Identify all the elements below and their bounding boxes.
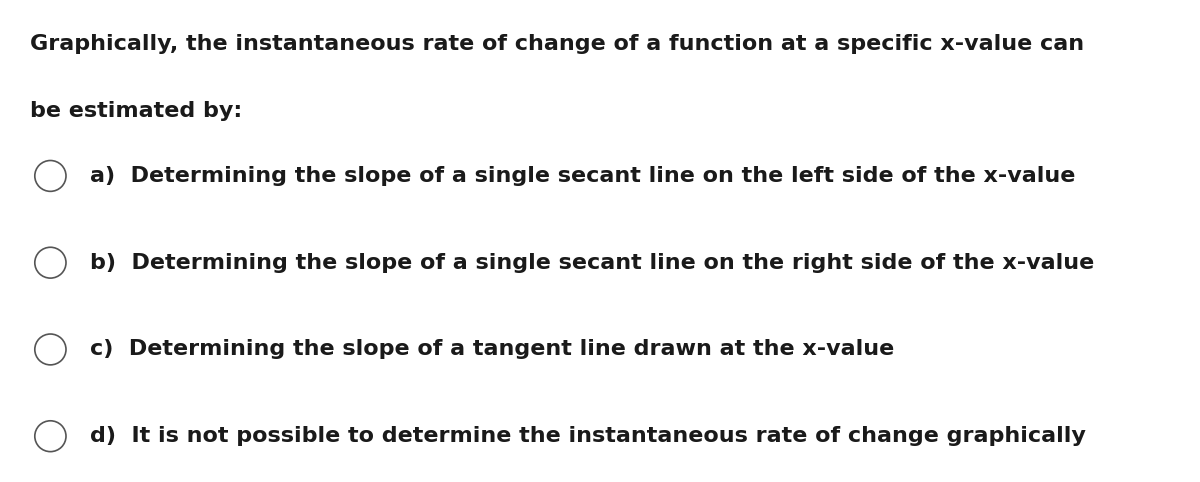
Text: Graphically, the instantaneous rate of change of a function at a specific x-valu: Graphically, the instantaneous rate of c… xyxy=(30,34,1084,54)
Text: d)  It is not possible to determine the instantaneous rate of change graphically: d) It is not possible to determine the i… xyxy=(90,426,1086,446)
Text: b)  Determining the slope of a single secant line on the right side of the x-val: b) Determining the slope of a single sec… xyxy=(90,253,1094,273)
Text: be estimated by:: be estimated by: xyxy=(30,101,242,121)
Text: c)  Determining the slope of a tangent line drawn at the x-value: c) Determining the slope of a tangent li… xyxy=(90,339,894,360)
Text: a)  Determining the slope of a single secant line on the left side of the x-valu: a) Determining the slope of a single sec… xyxy=(90,166,1075,186)
